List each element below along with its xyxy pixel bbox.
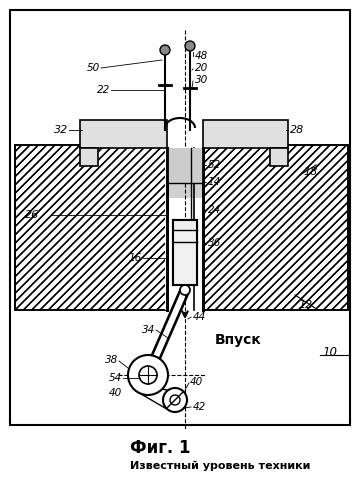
Text: 32: 32 (54, 125, 68, 135)
Text: 10: 10 (322, 346, 337, 359)
Text: 30: 30 (195, 75, 208, 85)
Circle shape (180, 285, 190, 295)
Text: 40: 40 (190, 377, 203, 387)
Bar (15, 10, 348, 145)
Text: 16: 16 (129, 253, 142, 263)
Text: 20: 20 (195, 63, 208, 73)
Bar (80, 148, 98, 166)
Text: 48: 48 (195, 51, 208, 61)
Text: 22: 22 (97, 85, 110, 95)
Bar (165, 143, 205, 310)
Bar (173, 220, 197, 285)
Text: 24: 24 (208, 205, 221, 215)
Circle shape (185, 41, 195, 51)
Bar (184, 145, 205, 310)
Text: 38: 38 (105, 355, 118, 365)
Bar (166, 144, 204, 311)
Bar (173, 220, 197, 285)
Circle shape (139, 366, 157, 384)
Text: 36: 36 (208, 238, 221, 248)
Text: 28: 28 (290, 125, 304, 135)
Text: 52: 52 (208, 160, 221, 170)
Text: 50: 50 (87, 63, 100, 73)
Text: 40: 40 (109, 388, 122, 398)
Bar (270, 148, 288, 166)
Text: 42: 42 (193, 402, 206, 412)
Bar (167, 148, 203, 198)
Circle shape (163, 388, 187, 412)
Bar (203, 120, 288, 148)
Text: 14: 14 (208, 177, 221, 187)
Text: 12: 12 (298, 300, 312, 310)
Text: 44: 44 (193, 312, 206, 322)
Bar (15, 145, 348, 310)
Text: Известный уровень техники: Известный уровень техники (130, 461, 310, 471)
Bar (80, 120, 167, 148)
Circle shape (170, 395, 180, 405)
Text: Фиг. 1: Фиг. 1 (130, 439, 191, 457)
Bar (10, 10, 350, 425)
Bar (15, 145, 348, 310)
Bar (10, 10, 350, 425)
Circle shape (160, 45, 170, 55)
Text: 26: 26 (25, 210, 39, 220)
Text: 18: 18 (303, 167, 317, 177)
Text: Впуск: Впуск (215, 333, 262, 347)
Circle shape (128, 355, 168, 395)
Text: 34: 34 (142, 325, 155, 335)
Bar (167, 148, 203, 183)
Text: 54: 54 (109, 373, 122, 383)
